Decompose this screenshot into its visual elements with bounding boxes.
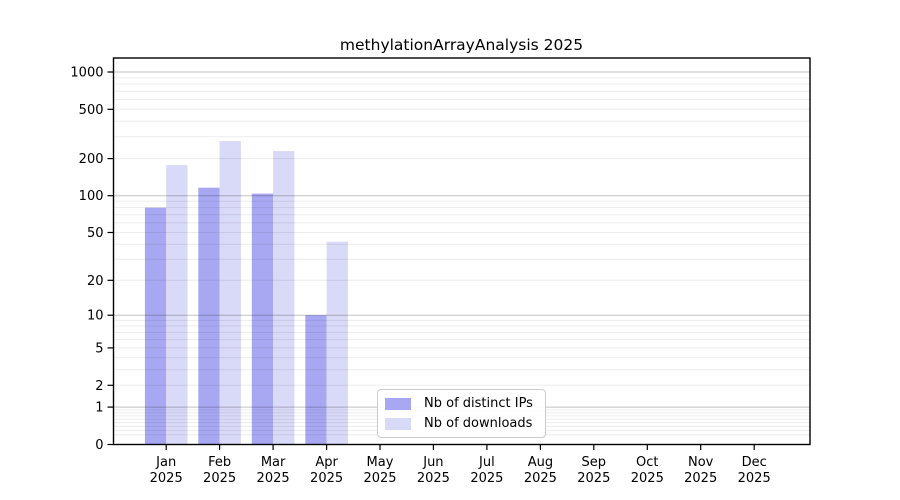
x-tick-label-month-aug: Aug (528, 455, 553, 470)
bar-nb-of-distinct-ips-feb (198, 187, 220, 445)
x-tick-label-year-feb: 2025 (203, 471, 236, 486)
x-tick-label-month-dec: Dec (742, 455, 767, 470)
chart-title: methylationArrayAnalysis 2025 (339, 36, 584, 54)
legend-swatch-downloads (385, 417, 411, 430)
bar-nb-of-distinct-ips-jan (144, 207, 167, 445)
x-tick-label-year-jul: 2025 (470, 471, 503, 486)
y-tick-label-50: 50 (87, 226, 104, 241)
x-tick-label-year-aug: 2025 (524, 471, 557, 486)
y-tick-label-100: 100 (79, 189, 104, 204)
x-tick-label-month-oct: Oct (636, 455, 658, 470)
plot-frame (112, 57, 811, 446)
legend-swatch-distinct-ips (385, 397, 411, 410)
x-tick-label-year-oct: 2025 (631, 471, 664, 486)
bar-nb-of-downloads-jan (166, 165, 188, 445)
y-tick-label-500: 500 (79, 103, 104, 118)
y-tick-label-0: 0 (95, 438, 103, 453)
y-tick-label-2: 2 (95, 379, 103, 394)
x-tick-label-month-apr: Apr (315, 455, 338, 470)
x-tick-label-month-may: May (367, 455, 394, 470)
x-tick-label-month-nov: Nov (688, 455, 714, 470)
bar-nb-of-downloads-apr (326, 241, 348, 445)
x-tick-label-year-sep: 2025 (577, 471, 610, 486)
y-tick-label-5: 5 (95, 341, 103, 356)
y-tick-label-200: 200 (79, 152, 104, 167)
legend-label-downloads: Nb of downloads (424, 416, 533, 431)
bar-nb-of-downloads-mar (273, 151, 295, 445)
legend-label-distinct-ips: Nb of distinct IPs (424, 396, 533, 411)
legend-item-distinct-ips: Nb of distinct IPs (385, 396, 537, 411)
bar-nb-of-distinct-ips-mar (251, 193, 274, 445)
x-tick-label-year-jun: 2025 (417, 471, 450, 486)
x-tick-label-month-feb: Feb (208, 455, 231, 470)
y-tick-label-20: 20 (87, 274, 104, 289)
legend-item-downloads: Nb of downloads (385, 416, 537, 431)
x-tick-label-month-jan: Jan (155, 455, 176, 470)
x-tick-label-year-dec: 2025 (738, 471, 771, 486)
y-tick-label-1000: 1000 (70, 66, 103, 81)
bar-nb-of-distinct-ips-apr (305, 315, 327, 445)
x-tick-label-year-may: 2025 (363, 471, 396, 486)
x-tick-label-month-jul: Jul (478, 455, 495, 470)
y-tick-label-10: 10 (87, 309, 104, 324)
x-tick-label-year-mar: 2025 (257, 471, 290, 486)
x-tick-label-year-jan: 2025 (150, 471, 183, 486)
y-tick-label-1: 1 (95, 401, 103, 416)
x-tick-label-month-jun: Jun (422, 455, 443, 470)
bar-nb-of-downloads-feb (219, 141, 241, 445)
x-tick-label-month-mar: Mar (261, 455, 286, 470)
x-tick-label-year-apr: 2025 (310, 471, 343, 486)
x-tick-label-month-sep: Sep (582, 455, 607, 470)
legend: Nb of distinct IPs Nb of downloads (377, 389, 546, 438)
x-tick-label-year-nov: 2025 (684, 471, 717, 486)
